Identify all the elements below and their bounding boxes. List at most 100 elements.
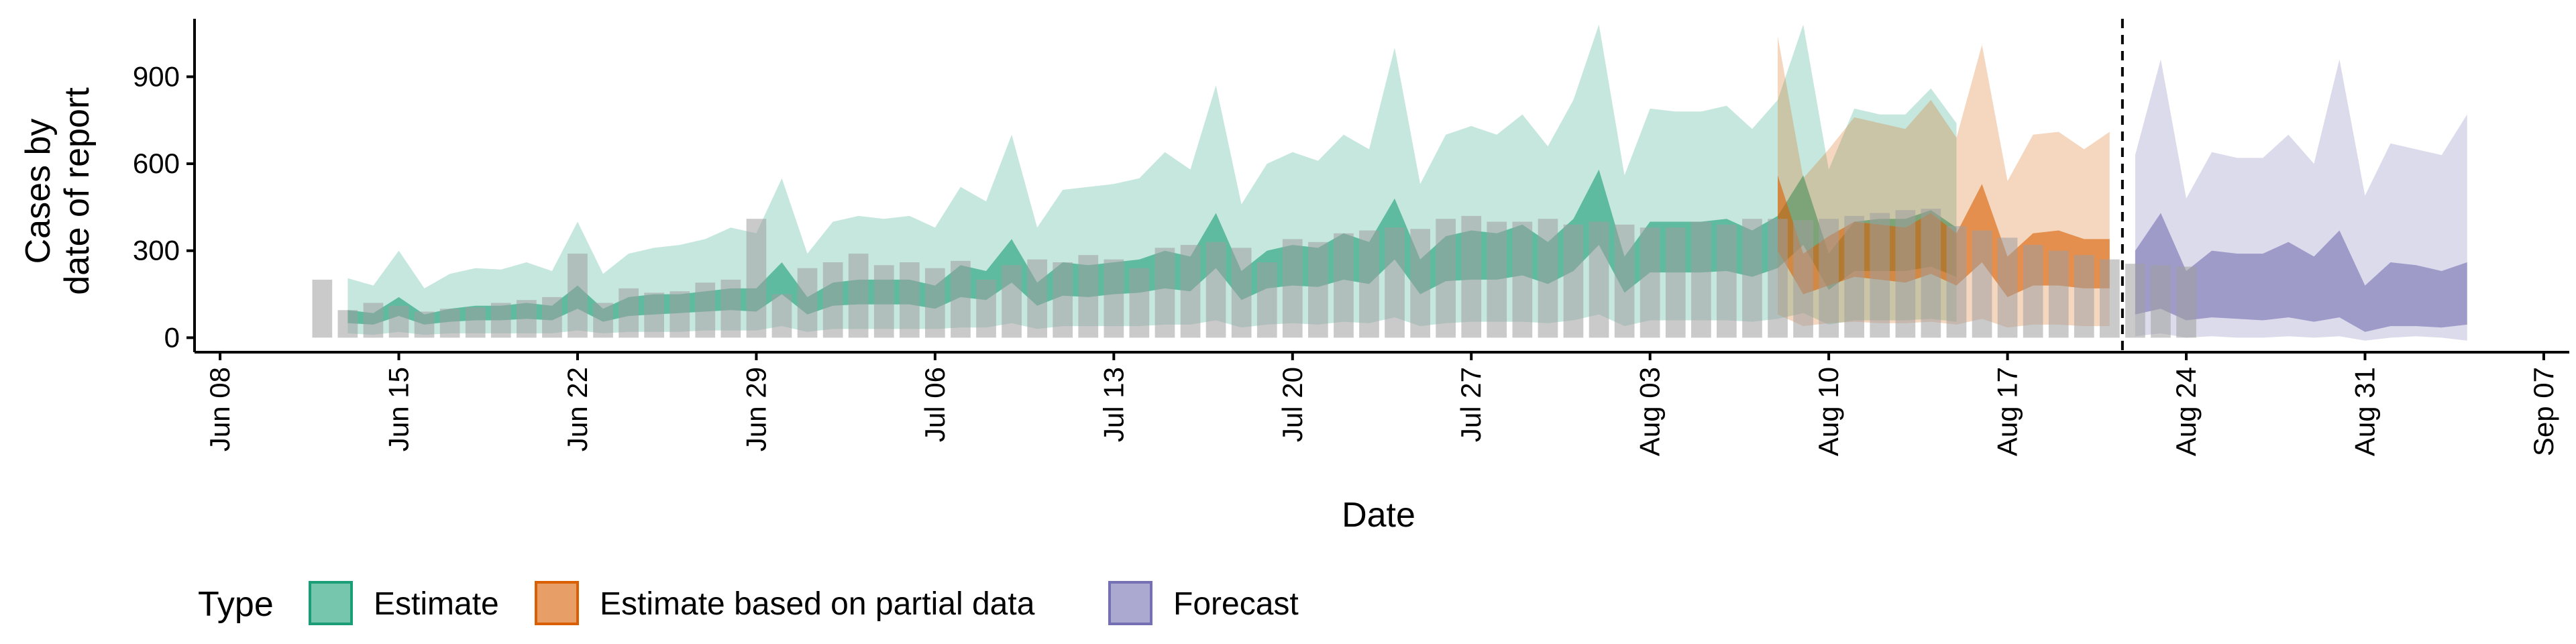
reported-bar [976,279,996,338]
reported-cases-bars [312,209,2196,338]
reported-bar [822,262,843,338]
reported-bar [771,294,792,338]
x-tick-label: Jun 29 [740,367,771,451]
y-tick-label: 900 [133,60,180,92]
reported-bar [1334,233,1354,338]
reported-bar [1921,209,1941,338]
reported-bar [465,307,486,338]
reported-bar [1155,248,1175,338]
reported-bar [1078,255,1099,338]
y-tick-label: 300 [133,235,180,266]
reported-bar [1640,227,1660,338]
reported-bar [1819,219,1839,338]
y-tick-label: 0 [164,321,180,353]
reported-bar [517,300,537,338]
reported-bar [797,268,818,338]
reported-bar [695,282,716,338]
reported-bar [900,262,920,338]
reported-bar [1487,221,1507,338]
x-tick-label: Aug 03 [1634,367,1666,456]
reported-bar [1972,230,1992,338]
x-tick-label: Aug 17 [1992,367,2023,456]
reported-bar [1359,230,1379,338]
reported-bar [2151,265,2171,338]
x-tick-label: Aug 24 [2170,367,2202,456]
y-tick-label: 600 [133,148,180,179]
reported-bar [925,268,945,338]
reported-bar [1180,245,1201,338]
legend: Type Estimate Estimate based on partial … [198,581,1299,625]
legend-label-forecast: Forecast [1173,586,1299,622]
x-tick-label: Jun 22 [561,367,593,451]
reported-bar [2048,250,2069,338]
y-axis-title-line-1: Cases by [19,119,58,264]
reported-bar [439,309,460,338]
x-axis-ticks: Jun 08 Jun 15 Jun 22 Jun 29 Jul 06 Jul 13 Jul … [204,352,2559,456]
x-tick-label: Jul 20 [1277,367,1308,442]
x-axis-title: Date [1342,496,1415,535]
x-tick-label: Jun 15 [383,367,415,451]
reported-bar [1742,219,1762,338]
reported-bar [1256,262,1277,338]
reported-bar [1231,248,1252,338]
x-tick-label: Jul 06 [919,367,951,442]
reported-bar [312,279,333,338]
legend-swatch-partial [535,581,579,625]
legend-title: Type [198,585,274,624]
reported-bar [1793,220,1813,338]
legend-swatch-forecast [1108,581,1152,625]
reported-bar [2023,245,2043,338]
reported-bar [1385,227,1405,338]
reported-bar [720,279,741,338]
ribbon-layer [347,24,2467,341]
y-axis-title: Cases by date of report [19,87,97,295]
reported-bar [644,292,664,338]
reported-bar [1844,215,1864,338]
x-tick-label: Jul 27 [1455,367,1487,442]
x-tick-label: Jul 13 [1097,367,1129,442]
reported-bar [542,297,562,338]
reported-bar [2100,259,2120,338]
reported-bar [1053,262,1073,338]
reported-bar [1129,268,1150,338]
reported-bar [1436,219,1456,338]
reported-bar [669,291,690,338]
x-tick-label: Sep 07 [2528,367,2559,456]
reported-bar [1946,226,1967,338]
reported-bar [2176,266,2196,338]
reported-bar [593,303,613,338]
reported-bar [1002,265,1022,338]
reported-bar [1997,237,2018,338]
y-axis-title-line-2: date of report [58,87,97,295]
reported-bar [1563,224,1584,338]
reported-bar [1665,227,1686,338]
reported-bar [2074,255,2094,338]
reported-bar [1717,224,1737,338]
x-tick-label: Aug 31 [2349,367,2381,456]
y-axis-ticks: 0 300 600 900 [133,60,195,353]
reported-bar [1410,229,1430,338]
reported-bar [1614,224,1635,338]
x-tick-label: Aug 10 [1813,367,1844,456]
reported-bar [1282,239,1303,338]
reported-bar [746,219,767,338]
reported-bar [363,303,384,338]
reported-bar [2125,264,2145,338]
reported-bar [1538,219,1558,338]
reported-bar [490,303,511,338]
reported-bar [568,254,588,338]
legend-swatch-estimate [309,581,353,625]
reported-bar [414,311,435,338]
reported-bar [1308,241,1328,338]
legend-label-partial: Estimate based on partial data [600,586,1035,622]
ribbon-50-forecast [2135,213,2467,332]
reported-bar [1768,219,1788,338]
reported-bar [873,265,894,338]
reported-bar [619,288,639,338]
reported-bar [848,254,869,338]
reported-bar [1104,259,1124,338]
reported-bar [1205,241,1226,338]
reported-bar [1895,210,1916,338]
reported-bar [951,260,971,338]
